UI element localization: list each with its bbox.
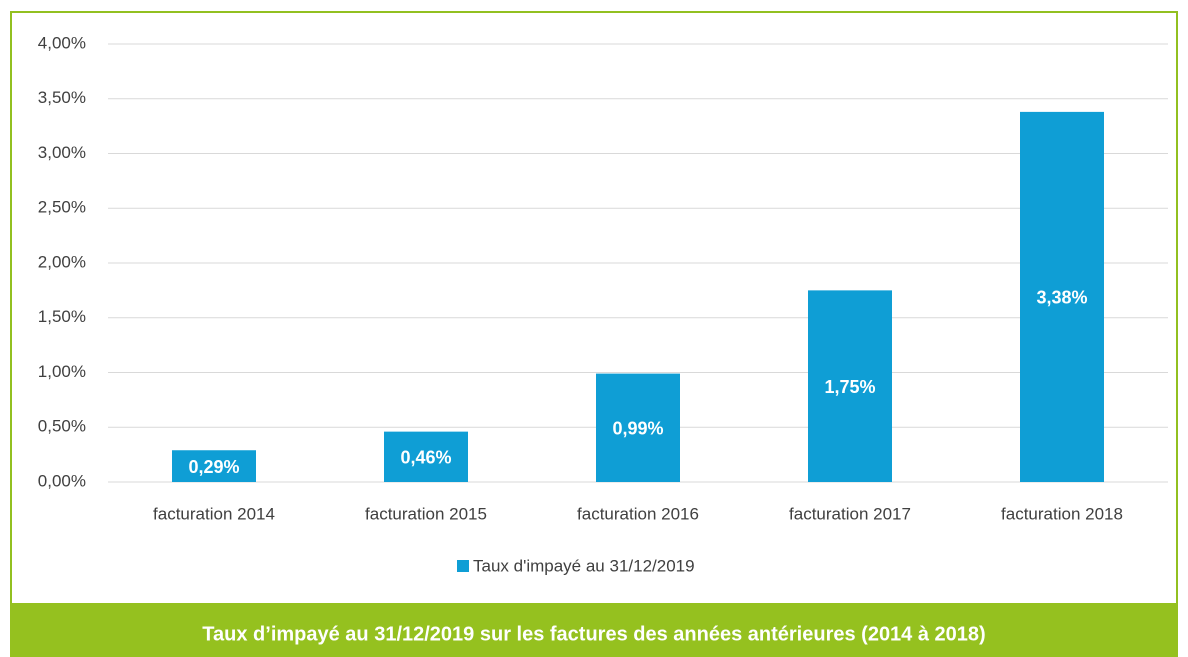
bar (172, 450, 256, 482)
y-tick-label: 2,00% (38, 252, 86, 271)
bar (808, 290, 892, 482)
value-label: 0,46% (400, 448, 451, 468)
legend-label: Taux d'impayé au 31/12/2019 (473, 556, 695, 575)
x-tick-label: facturation 2018 (1001, 504, 1123, 523)
y-tick-label: 0,50% (38, 417, 86, 436)
x-tick-label: facturation 2014 (153, 504, 275, 523)
y-tick-label: 1,00% (38, 362, 86, 381)
x-tick-label: facturation 2015 (365, 504, 487, 523)
value-label: 3,38% (1036, 288, 1087, 308)
value-label: 0,99% (612, 419, 663, 439)
caption-bar (10, 603, 1178, 657)
bar (596, 373, 680, 482)
y-tick-label: 2,50% (38, 198, 86, 217)
legend-swatch (457, 560, 469, 572)
caption: Taux d’impayé au 31/12/2019 sur les fact… (202, 623, 985, 645)
x-tick-label: facturation 2017 (789, 504, 911, 523)
value-label: 0,29% (188, 457, 239, 477)
y-tick-label: 3,50% (38, 88, 86, 107)
bar (1020, 111, 1104, 482)
y-tick-label: 4,00% (38, 33, 86, 52)
x-tick-label: facturation 2016 (577, 504, 699, 523)
y-tick-label: 3,00% (38, 143, 86, 162)
y-tick-label: 0,00% (38, 471, 86, 490)
y-tick-label: 1,50% (38, 307, 86, 326)
bar (384, 431, 468, 482)
value-label: 1,75% (824, 377, 875, 397)
